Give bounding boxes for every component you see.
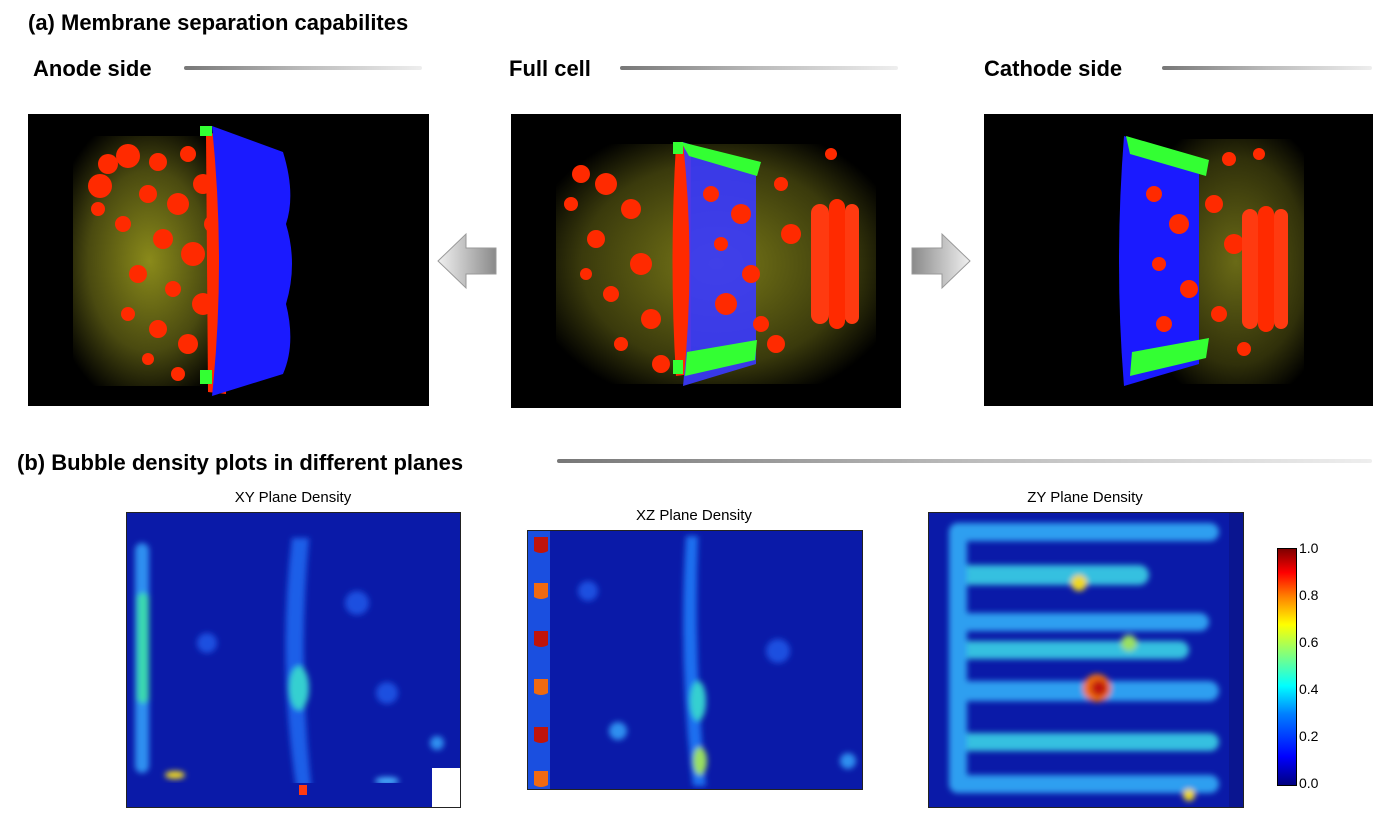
colorbar-tick: 0.6 bbox=[1299, 634, 1319, 650]
cathode-title-rule bbox=[1162, 66, 1372, 70]
xz-density-heatmap bbox=[527, 530, 863, 790]
cathode-side-title: Cathode side bbox=[984, 56, 1123, 81]
zy-density-heatmap bbox=[928, 512, 1244, 808]
cathode-side-render bbox=[984, 114, 1373, 406]
zy-plot-title: ZY Plane Density bbox=[1027, 489, 1143, 506]
colorbar-tick: 0.8 bbox=[1299, 587, 1319, 603]
colorbar-tick: 0.0 bbox=[1299, 775, 1319, 791]
arrow-right-icon bbox=[910, 232, 972, 290]
section-b-title-rule bbox=[557, 459, 1372, 463]
xz-plot-title: XZ Plane Density bbox=[636, 507, 752, 524]
anode-side-title: Anode side bbox=[33, 56, 152, 81]
colorbar-tick: 1.0 bbox=[1299, 540, 1319, 556]
anode-side-render bbox=[28, 114, 429, 406]
xy-density-heatmap bbox=[126, 512, 461, 808]
density-colorbar bbox=[1277, 548, 1297, 786]
colorbar-tick: 0.4 bbox=[1299, 681, 1319, 697]
section-a-title: (a) Membrane separation capabilites bbox=[28, 10, 409, 35]
full-cell-title: Full cell bbox=[509, 56, 591, 81]
full-cell-render bbox=[511, 114, 901, 408]
xy-plot-title: XY Plane Density bbox=[234, 489, 352, 506]
colorbar-ticks: 1.0 0.8 0.6 0.4 0.2 0.0 bbox=[1297, 540, 1357, 791]
colorbar-tick: 0.2 bbox=[1299, 728, 1319, 744]
anode-title-rule bbox=[184, 66, 422, 70]
full-cell-title-rule bbox=[620, 66, 898, 70]
arrow-left-icon bbox=[436, 232, 498, 290]
section-b-title: (b) Bubble density plots in different pl… bbox=[17, 450, 464, 475]
